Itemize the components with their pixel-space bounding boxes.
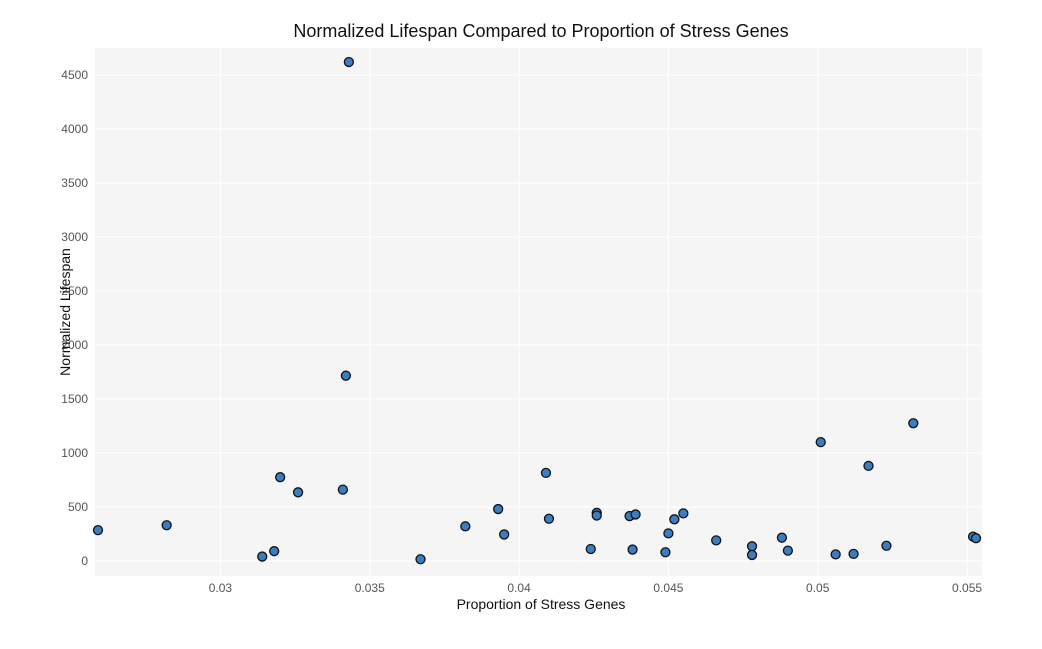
data-point [460, 521, 471, 532]
data-point [540, 467, 552, 479]
data-point [660, 547, 671, 558]
data-point [493, 503, 504, 515]
y-tick-label: 2500 [61, 284, 88, 298]
data-point [711, 535, 722, 546]
data-point [782, 545, 794, 556]
x-axis-label: Proportion of Stress Genes [457, 596, 626, 612]
data-point [830, 549, 841, 560]
data-point [343, 56, 355, 68]
data-point [292, 487, 304, 498]
data-point [337, 484, 349, 495]
y-axis-label: Normalized Lifespan [57, 248, 73, 376]
grid-lines [95, 48, 982, 576]
y-tick-label: 500 [68, 500, 88, 514]
data-point [161, 520, 172, 531]
x-tick-label: 0.035 [355, 581, 385, 595]
x-tick-label: 0.05 [806, 581, 830, 595]
chart-title: Normalized Lifespan Compared to Proporti… [293, 21, 788, 41]
data-point [908, 418, 919, 429]
data-point [275, 472, 286, 483]
data-point [257, 551, 268, 562]
y-tick-label: 0 [81, 554, 88, 568]
data-point [746, 549, 758, 561]
data-point [678, 508, 689, 519]
data-points [92, 56, 982, 565]
data-point [863, 460, 874, 472]
y-tick-label: 3000 [61, 230, 88, 244]
data-point [499, 529, 510, 540]
data-point [776, 532, 788, 543]
data-point [340, 370, 352, 381]
y-axis-ticks: 0 500 1000 1500 2000 2500 3000 3500 4000 4500 [61, 68, 88, 568]
x-axis-ticks: 0.03 0.035 0.04 0.045 0.05 0.055 [209, 581, 983, 595]
y-tick-label: 2000 [61, 338, 88, 352]
data-point [663, 528, 674, 539]
data-point [591, 510, 602, 521]
data-point [585, 543, 596, 555]
x-tick-label: 0.045 [653, 581, 683, 595]
y-tick-label: 4500 [61, 68, 88, 82]
data-point [543, 513, 555, 524]
data-point [415, 554, 426, 565]
data-point [746, 541, 758, 552]
data-point [881, 540, 892, 551]
y-tick-label: 1500 [61, 392, 88, 406]
data-point [669, 514, 680, 525]
y-tick-label: 4000 [61, 122, 88, 136]
data-point [848, 548, 859, 560]
data-point [92, 524, 104, 536]
y-tick-label: 3500 [61, 176, 88, 190]
data-point [970, 533, 982, 544]
y-tick-label: 1000 [61, 446, 88, 460]
data-point [815, 436, 826, 448]
x-tick-label: 0.04 [507, 581, 531, 595]
x-tick-label: 0.03 [209, 581, 233, 595]
data-point [627, 544, 638, 555]
x-tick-label: 0.055 [952, 581, 982, 595]
plot-area [95, 48, 982, 576]
data-point [630, 509, 641, 520]
data-point [269, 546, 280, 557]
